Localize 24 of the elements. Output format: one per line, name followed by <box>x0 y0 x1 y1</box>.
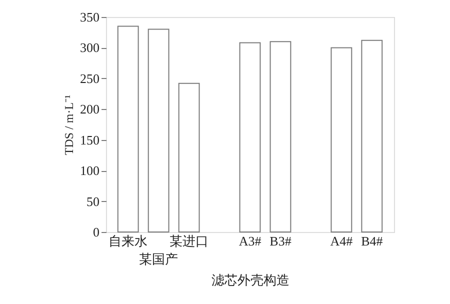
y-tick-label: 100 <box>80 163 100 178</box>
x-tick-label: B4# <box>361 234 384 248</box>
x-tick-label: A3# <box>238 234 262 248</box>
y-tick-label: 250 <box>80 70 100 86</box>
y-tick-label: 200 <box>80 102 100 117</box>
bar <box>239 42 261 232</box>
bar <box>270 41 292 232</box>
y-tick-label: 150 <box>80 132 100 148</box>
x-tick-label: B3# <box>270 234 292 248</box>
x-tick-label: 某国产 <box>139 252 178 266</box>
x-tick-label: 某进口 <box>170 234 209 248</box>
bar <box>148 28 170 232</box>
x-tick-label: 自来水 <box>108 234 148 248</box>
bar <box>361 40 383 232</box>
y-tick-label: 300 <box>80 40 100 56</box>
y-tick-label: 350 <box>80 10 100 24</box>
y-tick-label: 50 <box>86 194 100 209</box>
bar <box>117 26 139 232</box>
bar <box>178 82 200 232</box>
y-tick-label: 0 <box>93 224 100 240</box>
x-tick-label: A4# <box>330 234 354 248</box>
bar <box>330 47 352 232</box>
x-axis-title: 滤芯外壳构造 <box>212 272 290 288</box>
y-axis-title: TDS / m·L⁻¹ <box>62 94 76 156</box>
